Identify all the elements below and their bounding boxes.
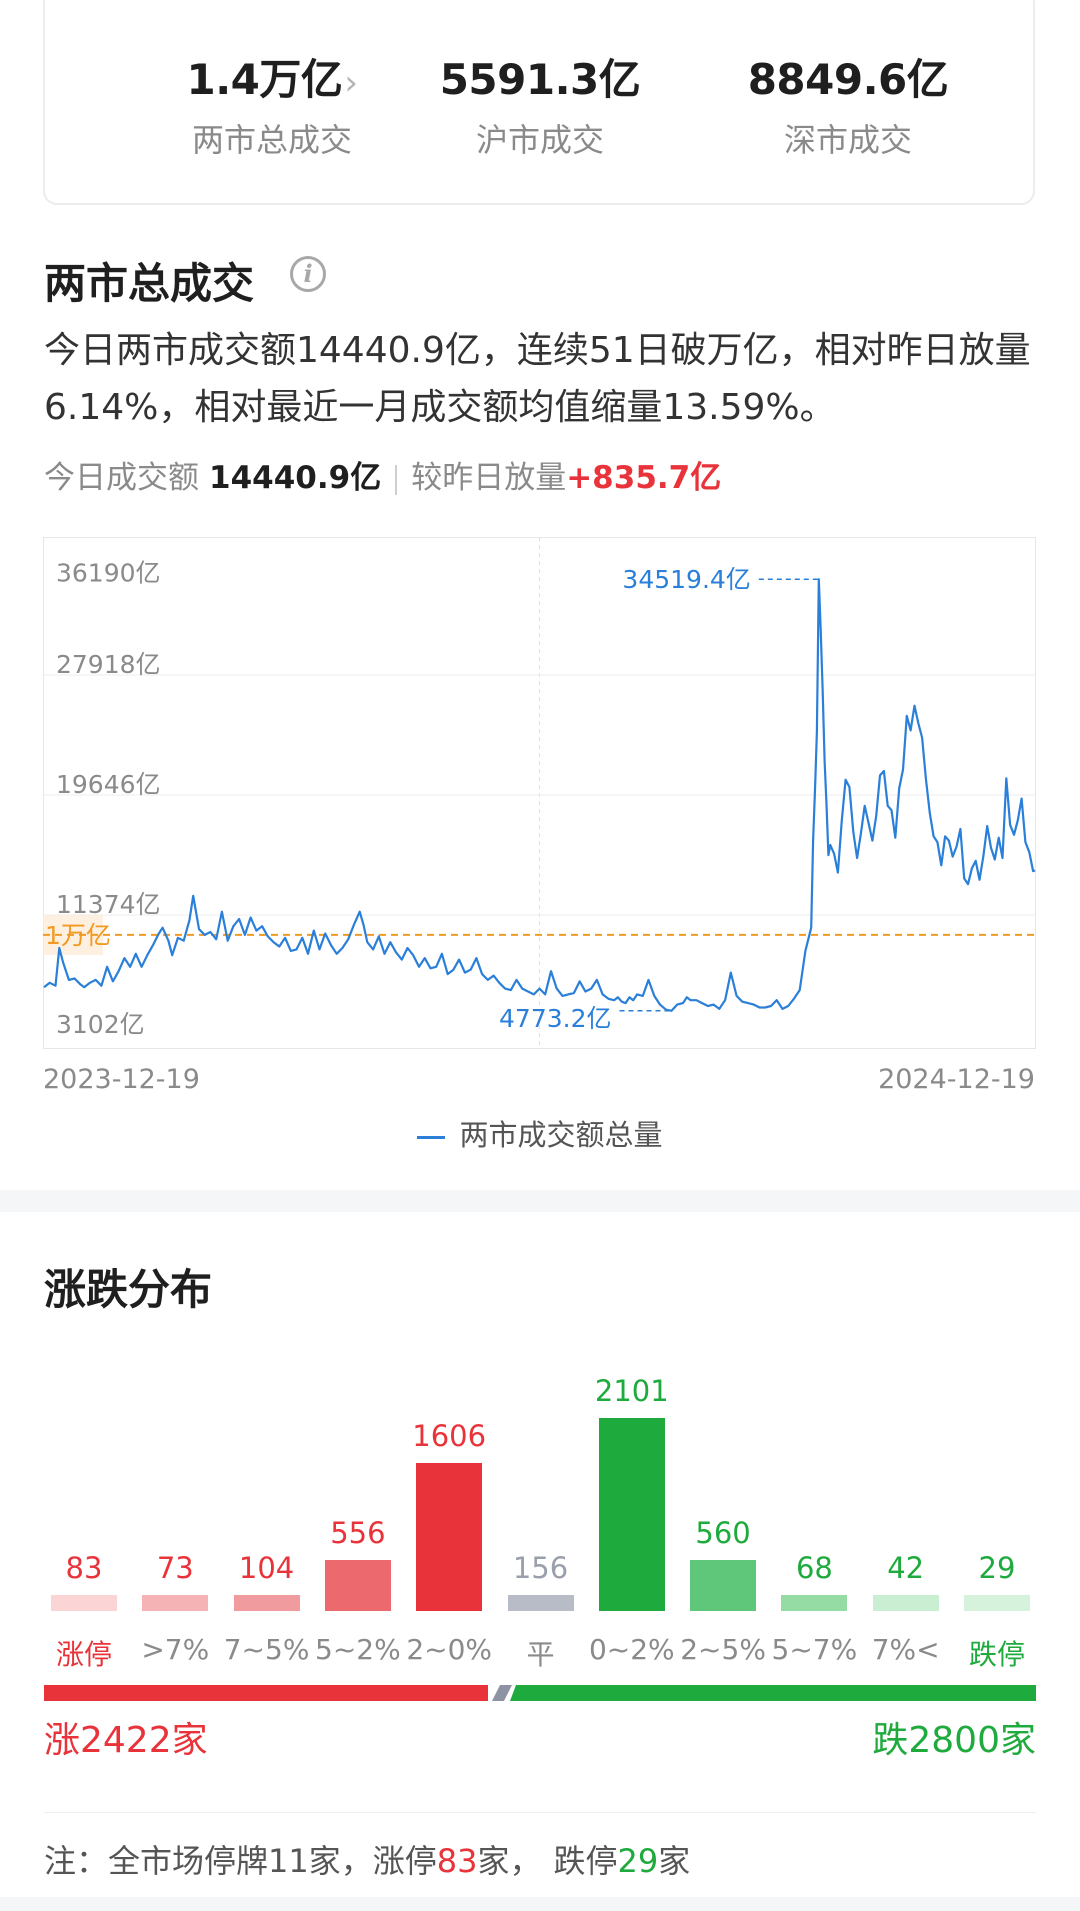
distribution-section-title: 涨跌分布: [44, 1265, 213, 1314]
dist-bar: [51, 1595, 117, 1611]
total-turnover-value: 1.4万亿›: [107, 46, 437, 107]
dist-value: 560: [695, 1515, 751, 1550]
turnover-summary: 今日两市成交额14440.9亿，连续51日破万亿，相对昨日放量6.14%，相对最…: [44, 330, 1031, 428]
ratio-flat-gap: [482, 1685, 523, 1701]
up-ratio-bar: [44, 1685, 489, 1701]
dist-label: 5~7%: [771, 1633, 858, 1666]
y-tick-label: 36190亿: [56, 558, 161, 587]
dist-value: 556: [330, 1515, 386, 1550]
sh-turnover-label: 沪市成交: [475, 121, 604, 159]
chart-legend: 两市成交额总量: [0, 1112, 1080, 1154]
legend-line-swatch: [417, 1135, 446, 1139]
sz-turnover-label: 深市成交: [783, 121, 912, 159]
dist-label: 7%<: [871, 1633, 940, 1666]
section-divider: [0, 1190, 1080, 1212]
ratio-red-tip: [482, 1685, 489, 1701]
dist-bar: [233, 1595, 300, 1611]
max-value-label: 34519.4亿: [622, 565, 750, 594]
market-stats-card: 1.4万亿› 两市总成交 5591.3亿 沪市成交 8849.6亿 深市成交: [43, 0, 1035, 205]
compare-label: 较昨日放量: [411, 460, 567, 496]
note-limit-down-label: 跌停: [553, 1842, 618, 1880]
dist-label: 2~0%: [406, 1633, 493, 1666]
dist-label: 跌停: [968, 1638, 1025, 1671]
reference-line-label: 1万亿: [45, 921, 111, 950]
up-total-label: 涨2422家: [44, 1720, 208, 1761]
bottom-band: [0, 1897, 1080, 1911]
y-tick-label: 19646亿: [56, 770, 161, 799]
dist-label: 7~5%: [223, 1633, 310, 1666]
compare-value: +835.7亿: [566, 460, 722, 496]
dist-value: 29: [978, 1551, 1016, 1585]
total-turnover-label: 两市总成交: [191, 121, 352, 159]
dist-value: 73: [156, 1551, 194, 1585]
today-turnover-value: 14440.9亿: [209, 460, 382, 496]
dist-bar: [507, 1595, 574, 1611]
dist-bar: [964, 1595, 1030, 1611]
dist-label: 5~2%: [315, 1633, 401, 1666]
dist-value: 104: [238, 1551, 295, 1585]
dist-label: 平: [526, 1638, 555, 1671]
separator: [395, 464, 398, 495]
sh-turnover-value: 5591.3亿: [439, 55, 641, 104]
today-turnover-row: 今日成交额 14440.9亿 较昨日放量+835.7亿: [44, 452, 721, 497]
dist-value: 2101: [594, 1374, 669, 1408]
dist-bar: [598, 1418, 665, 1611]
sz-turnover-value: 8849.6亿: [747, 55, 949, 104]
dist-label: 涨停: [55, 1638, 112, 1671]
y-tick-label: 11374亿: [56, 890, 161, 919]
dist-label: 0~2%: [588, 1633, 675, 1666]
down-ratio-bar: [522, 1685, 1036, 1701]
note-limit-up-count: 83: [436, 1842, 478, 1880]
dist-value: 156: [512, 1551, 569, 1585]
y-tick-label: 3102亿: [56, 1010, 145, 1039]
dist-bar: [142, 1595, 209, 1611]
chevron-right-icon: ›: [344, 63, 358, 103]
note-limit-up-label: 涨停: [372, 1842, 437, 1880]
dist-bar: [324, 1559, 391, 1611]
dist-value: 83: [65, 1551, 103, 1585]
x-end-label: 2024-12-19: [878, 1064, 1035, 1095]
dist-bar: [416, 1463, 483, 1611]
min-value-label: 4773.2亿: [499, 1004, 611, 1033]
sz-turnover-stat: 8849.6亿 深市成交: [683, 46, 1013, 161]
note-prefix: 注：全市场停牌11家，: [44, 1842, 373, 1880]
x-start-label: 2023-12-19: [43, 1064, 200, 1095]
dist-bar: [781, 1595, 848, 1611]
legend-series-name: 两市成交额总量: [459, 1118, 663, 1152]
note-limit-up-unit: 家，: [477, 1842, 542, 1880]
total-turnover-stat[interactable]: 1.4万亿› 两市总成交: [107, 46, 437, 161]
dist-value: 42: [887, 1551, 925, 1585]
turnover-line-chart[interactable]: 36190亿 27918亿 19646亿 11374亿 3102亿 1万亿 34519.4亿…: [43, 537, 1036, 1049]
total-turnover-amount: 1.4万亿: [186, 55, 343, 104]
dist-bar: [690, 1559, 757, 1611]
dist-label: >7%: [141, 1633, 210, 1666]
note-limit-down-unit: 家: [658, 1842, 691, 1880]
footnote: 注：全市场停牌11家，涨停83家， 跌停29家: [44, 1836, 690, 1882]
note-divider: [44, 1812, 1036, 1813]
ratio-flat-segment: [492, 1685, 513, 1701]
info-icon[interactable]: i: [290, 256, 326, 292]
today-turnover-label: 今日成交额: [44, 460, 199, 496]
dist-label: 2~5%: [680, 1633, 766, 1666]
ratio-green-tip: [510, 1685, 523, 1701]
note-limit-down-count: 29: [617, 1842, 659, 1880]
dist-value: 1606: [412, 1419, 487, 1454]
dist-value: 68: [795, 1551, 833, 1585]
y-tick-label: 27918亿: [56, 650, 161, 679]
sh-turnover-stat: 5591.3亿 沪市成交: [375, 46, 705, 161]
turnover-section-title: 两市总成交: [44, 259, 255, 308]
down-total-label: 跌2800家: [872, 1720, 1036, 1761]
dist-bar: [872, 1595, 939, 1611]
series-line[interactable]: [43, 578, 1036, 1012]
